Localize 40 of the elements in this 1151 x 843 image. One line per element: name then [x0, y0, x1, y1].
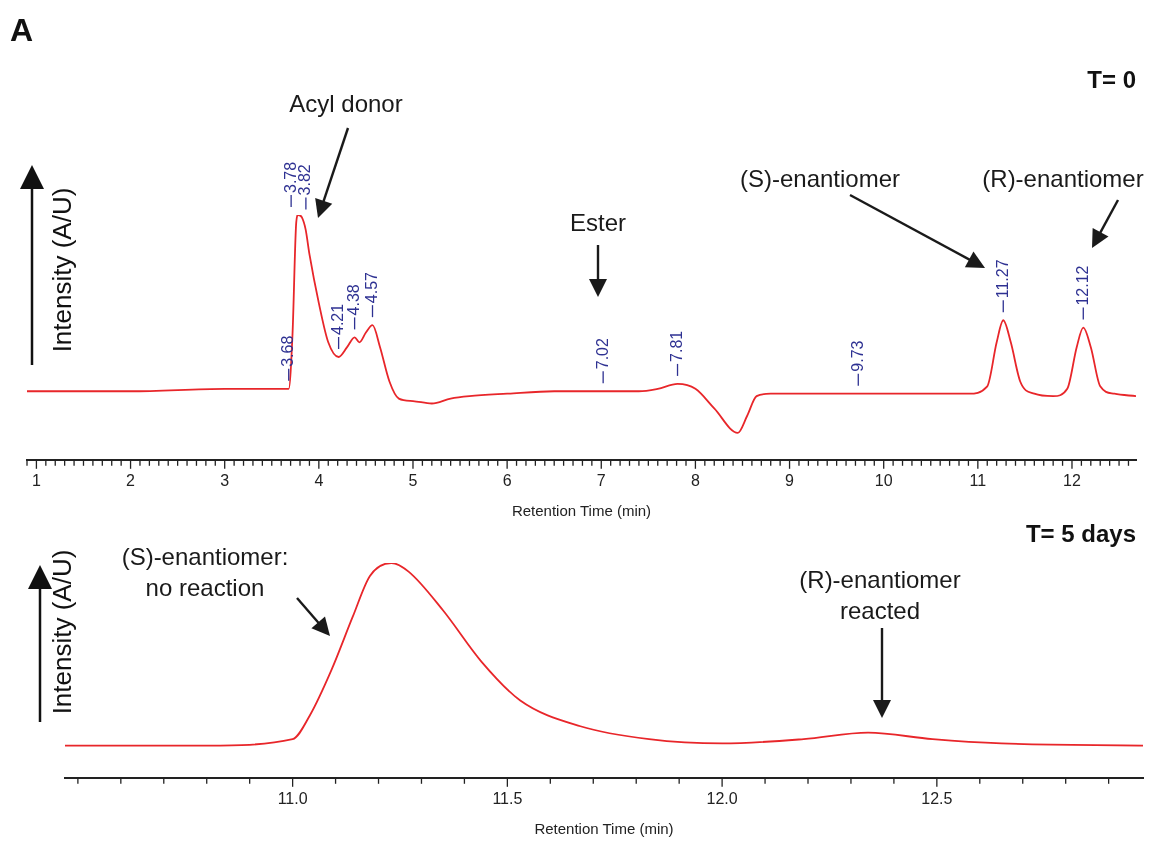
x-tick-label: 4: [314, 471, 324, 489]
annotation: 3.78: [281, 161, 299, 193]
annotation: (S)-enantiomer: no reaction: [121, 542, 289, 603]
annotation: 11.27: [993, 259, 1011, 299]
annotation: 4.21: [329, 303, 347, 335]
y-axis-title: Intensity (A/U): [46, 549, 78, 715]
annotation: 7.81: [667, 330, 685, 362]
x-axis-title: Retention Time (min): [511, 502, 652, 520]
x-tick-label: 9: [785, 471, 795, 489]
chart-title: T= 5 days: [1025, 520, 1136, 548]
text: (S)-enantiomer: [739, 163, 901, 194]
x-tick-label: 8: [690, 471, 700, 489]
x-tick-label: 6: [502, 471, 512, 489]
text: (R)-enantiomer: [982, 163, 1144, 194]
annotation: (R)-enantiomer reacted: [799, 565, 961, 626]
annotation: 3.68: [279, 335, 297, 367]
annotation: Ester: [569, 207, 627, 238]
y-axis-title: Intensity (A/U): [46, 187, 78, 353]
annotation: 7.02: [593, 338, 611, 370]
x-axis-title: Retention Time (min): [534, 820, 674, 838]
x-tick-label: 11.5: [492, 789, 523, 807]
x-tick-label: 1: [31, 471, 41, 489]
annotation: 4.57: [362, 271, 380, 304]
text: Acyl donor: [289, 88, 403, 119]
x-tick-label: 2: [126, 471, 136, 489]
chart-title: T= 0: [1087, 66, 1136, 94]
x-tick-label: 12: [1063, 471, 1081, 489]
annotation: 3.82: [296, 164, 314, 196]
x-tick-label: 5: [408, 471, 418, 489]
text: A: [10, 12, 34, 49]
x-tick-label: 11: [969, 471, 987, 489]
x-tick-label: 10: [874, 471, 893, 489]
x-tick-label: 11.0: [277, 789, 308, 807]
x-tick-label: 7: [596, 471, 606, 489]
annotation: 9.73: [848, 340, 866, 372]
x-tick-label: 12.5: [921, 789, 953, 807]
annotation: 12.12: [1073, 265, 1091, 306]
annotation: 4.38: [345, 284, 363, 316]
x-tick-label: 3: [220, 471, 230, 489]
x-tick-label: 12.0: [706, 789, 738, 807]
